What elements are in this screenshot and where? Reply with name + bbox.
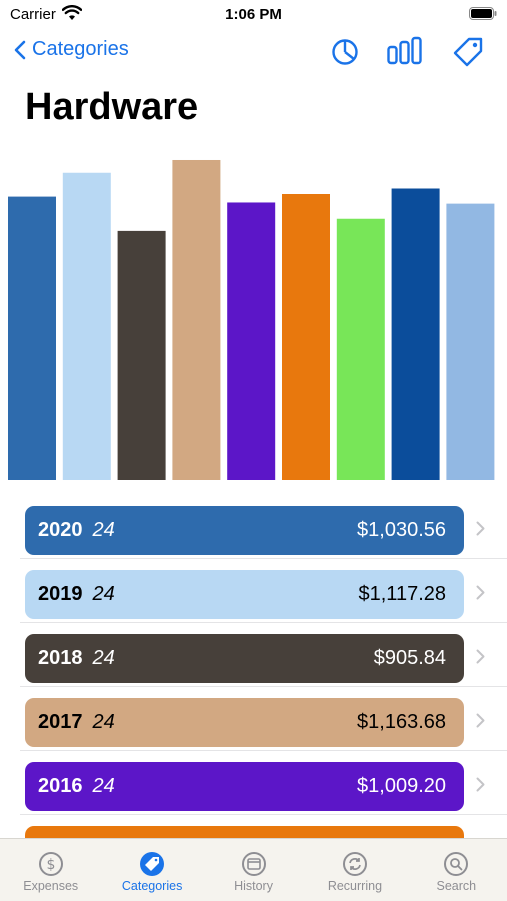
tab-label: Recurring bbox=[327, 879, 383, 893]
bar-2013 bbox=[391, 188, 440, 480]
back-label: Categories bbox=[32, 38, 129, 60]
year-total: $1,030.56 bbox=[357, 519, 446, 541]
page-title: Hardware bbox=[25, 86, 199, 128]
year-row-pill[interactable]: 2019 24 $1,117.28 bbox=[25, 570, 464, 619]
bar-2020 bbox=[8, 196, 56, 480]
year-label: 2016 bbox=[38, 775, 83, 797]
carrier-label: Carrier bbox=[10, 6, 56, 23]
year-label: 2017 bbox=[38, 711, 83, 733]
chevron-right-icon bbox=[476, 649, 485, 664]
wifi-icon bbox=[62, 5, 82, 20]
calendar-icon bbox=[241, 852, 266, 876]
year-row[interactable]: 2017 24 $1,163.68 bbox=[0, 686, 507, 751]
bar-chart bbox=[8, 159, 495, 481]
year-row[interactable]: 2016 24 $1,009.20 bbox=[0, 750, 507, 815]
year-row[interactable]: 2018 24 $905.84 bbox=[0, 622, 507, 687]
clock: 1:06 PM bbox=[225, 6, 282, 23]
chevron-right-icon bbox=[476, 521, 485, 536]
back-button[interactable]: Categories bbox=[14, 38, 129, 61]
tab-categories[interactable]: Categories bbox=[101, 839, 202, 901]
tab-label: Categories bbox=[121, 879, 183, 893]
item-count: 24 bbox=[92, 711, 115, 733]
year-row-pill[interactable]: 2020 24 $1,030.56 bbox=[25, 506, 464, 555]
item-count: 24 bbox=[92, 519, 115, 541]
tag-icon[interactable] bbox=[451, 36, 485, 68]
year-row-pill[interactable]: 2018 24 $905.84 bbox=[25, 634, 464, 683]
row-separator bbox=[20, 622, 507, 623]
pie-chart-icon[interactable] bbox=[331, 36, 359, 66]
year-total: $1,009.20 bbox=[357, 775, 446, 797]
year-label: 2020 bbox=[38, 519, 83, 541]
year-total: $1,163.68 bbox=[357, 711, 446, 733]
item-count: 24 bbox=[92, 647, 115, 669]
bar-2018 bbox=[117, 230, 166, 480]
recurring-arrows-icon bbox=[342, 852, 367, 876]
chevron-right-icon bbox=[476, 777, 485, 792]
tab-label: History bbox=[234, 879, 273, 893]
year-row[interactable]: 2019 24 $1,117.28 bbox=[0, 558, 507, 623]
year-list: 2020 24 $1,030.56 2019 24 $1,117.28 2018 24 $905… bbox=[0, 494, 507, 878]
bar-2016 bbox=[227, 202, 276, 480]
svg-text:$: $ bbox=[46, 857, 55, 873]
tab-label: Search bbox=[436, 879, 477, 893]
tab-expenses[interactable]: $ Expenses bbox=[0, 839, 101, 901]
tag-circle-icon bbox=[140, 852, 165, 876]
year-row-pill[interactable]: 2017 24 $1,163.68 bbox=[25, 698, 464, 747]
chevron-left-icon bbox=[14, 40, 26, 59]
search-icon bbox=[444, 852, 469, 876]
bar-2015 bbox=[282, 194, 330, 480]
status-bar: Carrier 1:06 PM bbox=[0, 0, 507, 30]
item-count: 24 bbox=[92, 775, 115, 797]
year-total: $905.84 bbox=[373, 647, 446, 669]
year-label: 2018 bbox=[38, 647, 83, 669]
row-separator bbox=[20, 750, 507, 751]
row-separator bbox=[20, 814, 507, 815]
chevron-right-icon bbox=[476, 585, 485, 600]
bar-2014 bbox=[336, 218, 385, 480]
tab-label: Expenses bbox=[23, 879, 79, 893]
item-count: 24 bbox=[92, 583, 115, 605]
tab-history[interactable]: History bbox=[203, 839, 304, 901]
year-total: $1,117.28 bbox=[358, 583, 447, 605]
battery-icon bbox=[469, 7, 497, 20]
bar-chart-icon[interactable] bbox=[387, 36, 423, 66]
bar-2019 bbox=[62, 172, 111, 481]
dollar-circle-icon: $ bbox=[38, 852, 63, 876]
tab-recurring[interactable]: Recurring bbox=[304, 839, 405, 901]
bar-2012 bbox=[446, 203, 495, 480]
row-separator bbox=[20, 558, 507, 559]
year-label: 2019 bbox=[38, 583, 83, 605]
tab-bar: $ Expenses Categories History Recurring Searc… bbox=[0, 838, 507, 901]
row-separator bbox=[20, 686, 507, 687]
bar-2017 bbox=[172, 159, 221, 480]
year-row[interactable]: 2020 24 $1,030.56 bbox=[0, 494, 507, 559]
year-row-pill[interactable]: 2016 24 $1,009.20 bbox=[25, 762, 464, 811]
navigation-bar: Categories bbox=[0, 34, 507, 74]
tab-search[interactable]: Search bbox=[406, 839, 507, 901]
chevron-right-icon bbox=[476, 713, 485, 728]
